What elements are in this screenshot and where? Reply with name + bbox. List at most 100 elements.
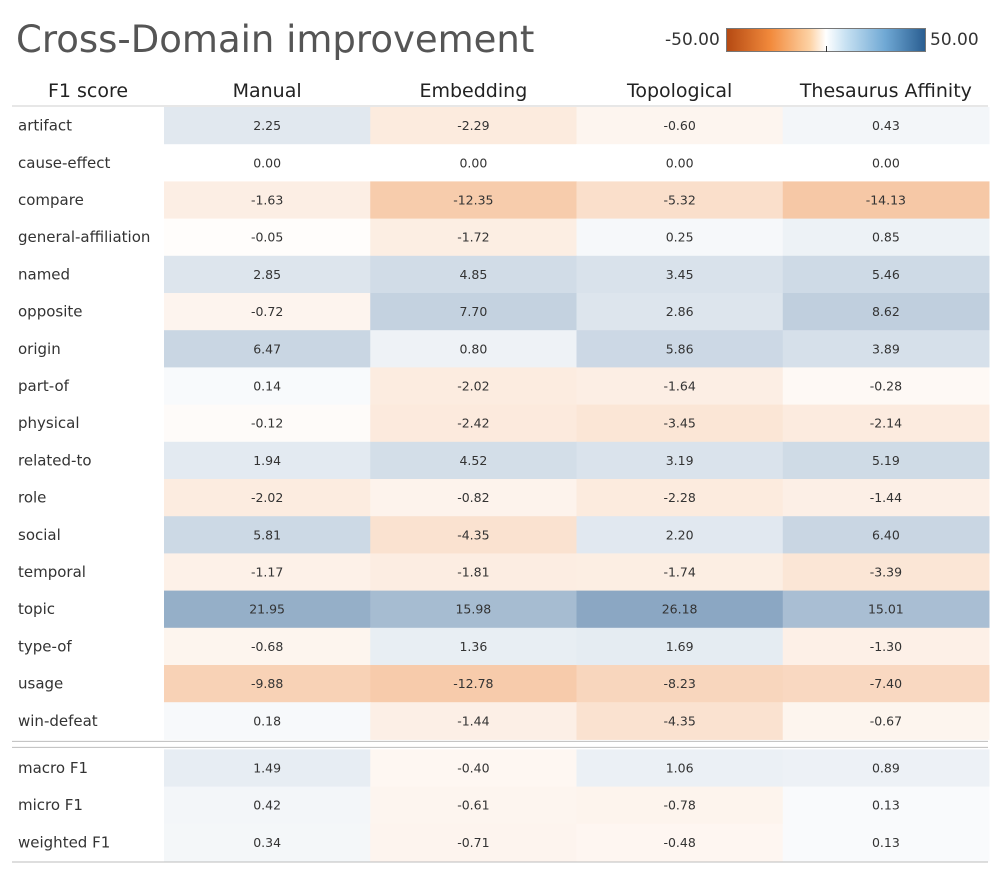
cell-value-label: -1.74 [663, 565, 695, 580]
heatmap-cell [370, 665, 577, 703]
row-label: temporal [18, 563, 86, 581]
table-row: role -2.02 -0.82 -2.28 -1.44 [18, 479, 990, 517]
heatmap-cell [164, 786, 371, 825]
cell-value-label: 0.13 [872, 835, 900, 850]
cell-value-label: 8.62 [872, 304, 900, 319]
heatmap-cell [370, 702, 577, 740]
row-label: named [18, 265, 70, 283]
heatmap-cell [782, 479, 990, 517]
table-row: usage -9.88 -12.78 -8.23 -7.40 [18, 665, 990, 703]
cell-value-label: 0.25 [666, 230, 694, 245]
heatmap-cell [576, 590, 784, 629]
cell-value-label: -1.63 [251, 193, 283, 208]
cell-value-label: 1.06 [666, 761, 694, 776]
cell-value-label: 15.98 [455, 602, 491, 617]
heatmap-cell [370, 255, 577, 294]
heatmap-cell [164, 665, 371, 703]
heatmap-cell [782, 404, 990, 443]
cell-value-label: -1.64 [663, 379, 695, 394]
heatmap-cell [782, 627, 990, 666]
heatmap-cell [370, 553, 577, 592]
heatmap-cell [576, 441, 784, 480]
cell-value-label: 0.34 [253, 835, 281, 850]
cell-value-label: 5.19 [872, 453, 900, 468]
cell-value-label: 4.52 [459, 453, 487, 468]
cell-value-label: -0.72 [251, 304, 283, 319]
heatmap-cell [782, 367, 990, 406]
heatmap-cell [576, 330, 784, 368]
cell-value-label: -0.82 [457, 490, 489, 505]
table-row: social 5.81 -4.35 2.20 6.40 [18, 516, 990, 554]
heatmap-cell [576, 255, 784, 294]
cell-value-label: 0.00 [872, 155, 900, 170]
cell-value-label: -0.67 [870, 713, 902, 728]
row-label: micro F1 [18, 796, 83, 814]
heatmap-cell [576, 107, 784, 145]
cell-value-label: 0.89 [872, 761, 900, 776]
heatmap-cell [576, 627, 784, 666]
cell-value-label: 1.36 [459, 639, 487, 654]
heatmap-cell [164, 516, 371, 554]
heatmap-cell [164, 823, 371, 862]
cell-value-label: -2.28 [663, 490, 695, 505]
cell-value-label: 4.85 [459, 267, 487, 282]
cell-value-label: -2.02 [251, 490, 283, 505]
heatmap-cell [370, 823, 577, 862]
heatmap-cell [782, 255, 990, 294]
heatmap-cell [782, 330, 990, 368]
heatmap-cell [782, 181, 990, 220]
cell-value-label: 1.94 [253, 453, 281, 468]
heatmap-cell [576, 516, 784, 554]
heatmap-cell [576, 702, 784, 740]
cell-value-label: 6.47 [253, 341, 281, 356]
heatmap-cell [164, 479, 371, 517]
table-row: physical -0.12 -2.42 -3.45 -2.14 [18, 404, 990, 443]
row-label: related-to [18, 451, 92, 469]
cell-value-label: 6.40 [872, 527, 900, 542]
heatmap-cell [782, 293, 990, 331]
cell-value-label: 0.80 [459, 341, 487, 356]
table-row: type-of -0.68 1.36 1.69 -1.30 [18, 627, 990, 666]
row-label: cause-effect [18, 154, 110, 172]
heatmap-cell [576, 749, 784, 788]
heatmap-cell [164, 144, 371, 182]
cell-value-label: -12.35 [453, 193, 493, 208]
heatmap-cell [576, 144, 784, 182]
row-label: social [18, 526, 61, 544]
cell-value-label: 3.89 [872, 341, 900, 356]
heatmap-cell [576, 367, 784, 406]
legend-min-label: -50.00 [665, 30, 720, 50]
heatmap-cell [370, 218, 577, 257]
heatmap-cell [370, 107, 577, 145]
table-row: related-to 1.94 4.52 3.19 5.19 [18, 441, 990, 480]
column-header: Manual [233, 80, 302, 102]
cell-value-label: 1.49 [253, 761, 281, 776]
cell-value-label: 0.18 [253, 713, 281, 728]
heatmap-cell [164, 181, 371, 220]
row-label: origin [18, 340, 61, 358]
row-label: general-affiliation [18, 228, 150, 246]
heatmap-cell [576, 218, 784, 257]
table-row: opposite -0.72 7.70 2.86 8.62 [18, 293, 990, 331]
heatmap-cell [164, 590, 371, 629]
table-row: named 2.85 4.85 3.45 5.46 [18, 255, 990, 294]
heatmap-cell [164, 553, 371, 592]
cell-value-label: -2.29 [457, 118, 489, 133]
table-row: general-affiliation -0.05 -1.72 0.25 0.85 [18, 218, 990, 257]
heatmap-cell [370, 293, 577, 331]
heatmap-cell [576, 404, 784, 443]
heatmap-cell [370, 330, 577, 368]
cell-value-label: -0.40 [457, 761, 489, 776]
heatmap-cell [164, 107, 371, 145]
heatmap-cell [782, 823, 990, 862]
cell-value-label: -0.60 [663, 118, 695, 133]
heatmap-cell [576, 293, 784, 331]
summary-row: weighted F1 0.34 -0.71 -0.48 0.13 [18, 823, 990, 862]
cell-value-label: 2.25 [253, 118, 281, 133]
cell-value-label: -1.81 [457, 565, 489, 580]
cell-value-label: -2.02 [457, 379, 489, 394]
heatmap-cell [576, 786, 784, 825]
cell-value-label: -1.72 [457, 230, 489, 245]
heatmap-cell [370, 367, 577, 406]
cell-value-label: 5.86 [666, 341, 694, 356]
